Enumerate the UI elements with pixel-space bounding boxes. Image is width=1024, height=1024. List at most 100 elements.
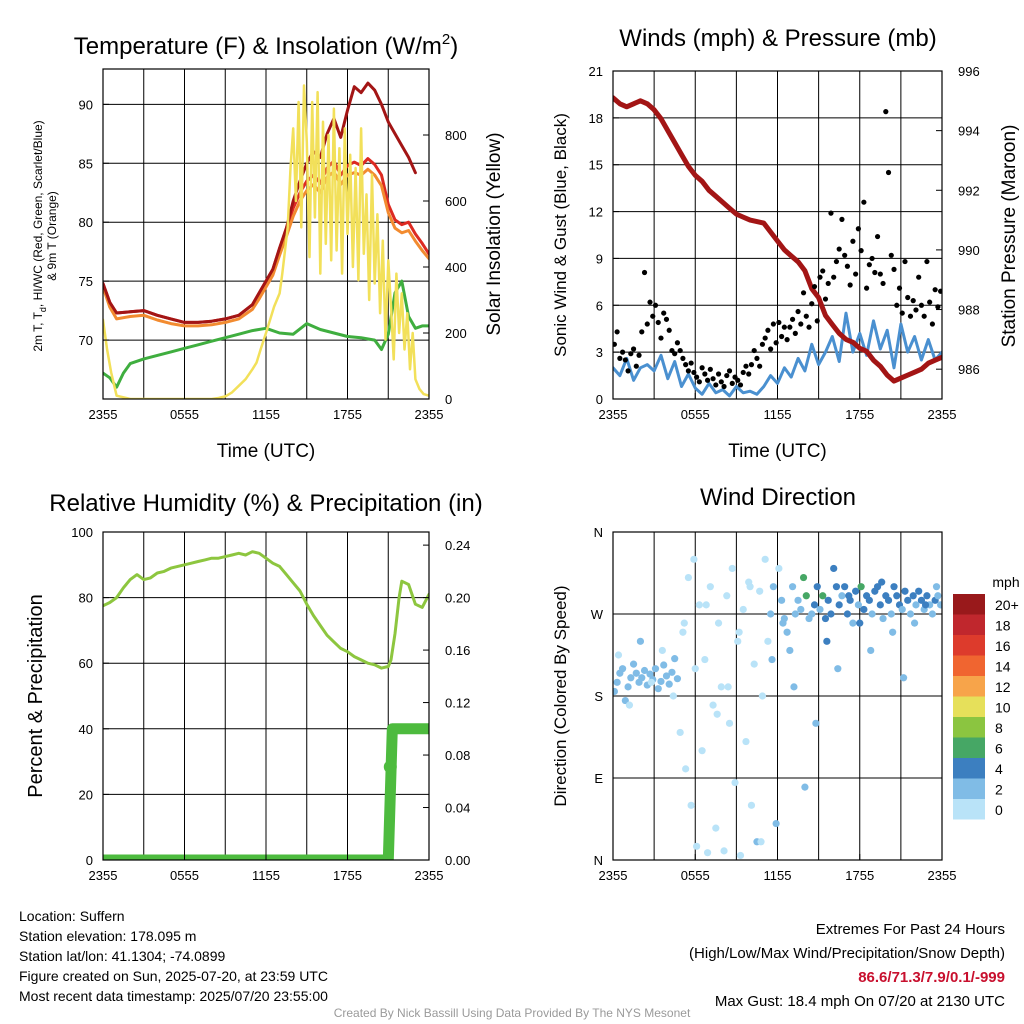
x-tick-label: 1155 — [252, 868, 280, 883]
legend-label: 8 — [995, 720, 1003, 736]
direction-point — [779, 619, 787, 627]
y-tick-label: E — [594, 771, 603, 786]
direction-point — [706, 583, 714, 591]
series-point — [885, 169, 892, 176]
direction-point — [791, 610, 799, 618]
direction-point — [764, 637, 772, 645]
direction-point — [832, 583, 841, 591]
x-axis-title: Time (UTC) — [217, 441, 316, 462]
series-point — [641, 269, 648, 276]
y-tick-label: 40 — [79, 722, 93, 737]
direction-point — [889, 628, 897, 636]
series-point — [672, 351, 678, 357]
direction-point — [758, 692, 767, 700]
series-point — [858, 248, 864, 254]
y2-tick-label: 996 — [958, 64, 980, 79]
plot-area — [613, 95, 942, 398]
x-tick-label: 0555 — [170, 868, 199, 883]
series-point — [759, 341, 766, 347]
chart-panel-3: 2355 0555 1155 1755 23550204060801000.000.04… — [71, 525, 470, 883]
x-tick-label: 2355 — [599, 868, 628, 883]
direction-point — [928, 610, 937, 618]
series-point — [907, 313, 914, 319]
y-tick-label: 70 — [79, 333, 93, 348]
y2-tick-label: 0.08 — [445, 748, 470, 763]
y-tick-label: 9 — [596, 251, 603, 266]
series-point — [707, 366, 713, 372]
direction-point — [712, 824, 720, 832]
series-point — [685, 368, 691, 374]
y2-tick-label: 400 — [445, 260, 467, 275]
legend-label: 20+ — [995, 597, 1019, 613]
x-tick-label: 1755 — [333, 407, 362, 422]
direction-point — [662, 672, 671, 680]
series-point — [677, 347, 683, 354]
series-point — [779, 333, 785, 340]
series-point — [831, 274, 837, 280]
x-tick-label: 1155 — [764, 868, 792, 883]
y-tick-label: 12 — [589, 205, 603, 220]
direction-point — [884, 596, 893, 604]
legend-swatch — [953, 655, 985, 676]
direction-point — [698, 747, 706, 755]
chart-title-humidity: Relative Humidity (%) & Precipitation (i… — [49, 490, 482, 517]
direction-point — [867, 646, 875, 655]
legend-swatch — [953, 614, 985, 635]
series-point — [847, 282, 853, 288]
series-point — [729, 380, 735, 386]
direction-point — [625, 701, 634, 709]
direction-point — [624, 683, 632, 691]
legend-label: 18 — [995, 618, 1011, 634]
legend-swatch — [953, 758, 985, 779]
y-tick-label: N — [594, 525, 603, 540]
direction-point — [808, 610, 816, 618]
direction-point — [783, 628, 791, 636]
series-point — [899, 310, 905, 316]
series-point — [836, 246, 842, 252]
series-point — [814, 318, 820, 324]
series-point — [765, 327, 771, 333]
y-tick-label: S — [594, 689, 603, 704]
series-point — [754, 355, 760, 361]
direction-point — [856, 619, 864, 627]
direction-point — [887, 610, 895, 618]
series-point — [787, 324, 793, 330]
series-point — [628, 351, 634, 357]
legend-swatch — [953, 778, 985, 799]
direction-point — [788, 583, 797, 591]
direction-point — [658, 646, 666, 655]
direction-point — [778, 596, 786, 604]
direction-point — [717, 683, 725, 691]
series-point — [740, 369, 746, 376]
series-point — [773, 340, 779, 346]
direction-point — [786, 646, 794, 655]
series-point — [748, 362, 755, 368]
direction-point — [701, 655, 709, 664]
series-line — [613, 311, 942, 398]
direction-point — [660, 661, 668, 669]
direction-point — [690, 555, 698, 563]
direction-point — [852, 587, 860, 595]
direction-point — [757, 838, 765, 846]
series-point — [935, 304, 941, 310]
direction-point — [921, 601, 930, 609]
y2-tick-label: 988 — [958, 303, 980, 318]
series-point — [817, 274, 823, 280]
direction-point — [613, 687, 618, 696]
series-point — [724, 372, 730, 379]
series-line — [613, 95, 942, 384]
direction-point — [747, 801, 756, 809]
series-point — [880, 280, 886, 287]
series-point — [746, 371, 752, 377]
direction-point — [720, 847, 728, 855]
series-point — [619, 349, 626, 355]
series-point — [770, 321, 776, 327]
station-latlon: Station lat/lon: 41.1304; -74.0899 — [19, 948, 226, 964]
direction-point — [746, 583, 754, 591]
plot-area — [103, 81, 429, 399]
series-point — [842, 252, 848, 258]
series-point — [874, 233, 881, 240]
series-point — [910, 298, 916, 304]
x-tick-label: 1155 — [252, 407, 280, 422]
